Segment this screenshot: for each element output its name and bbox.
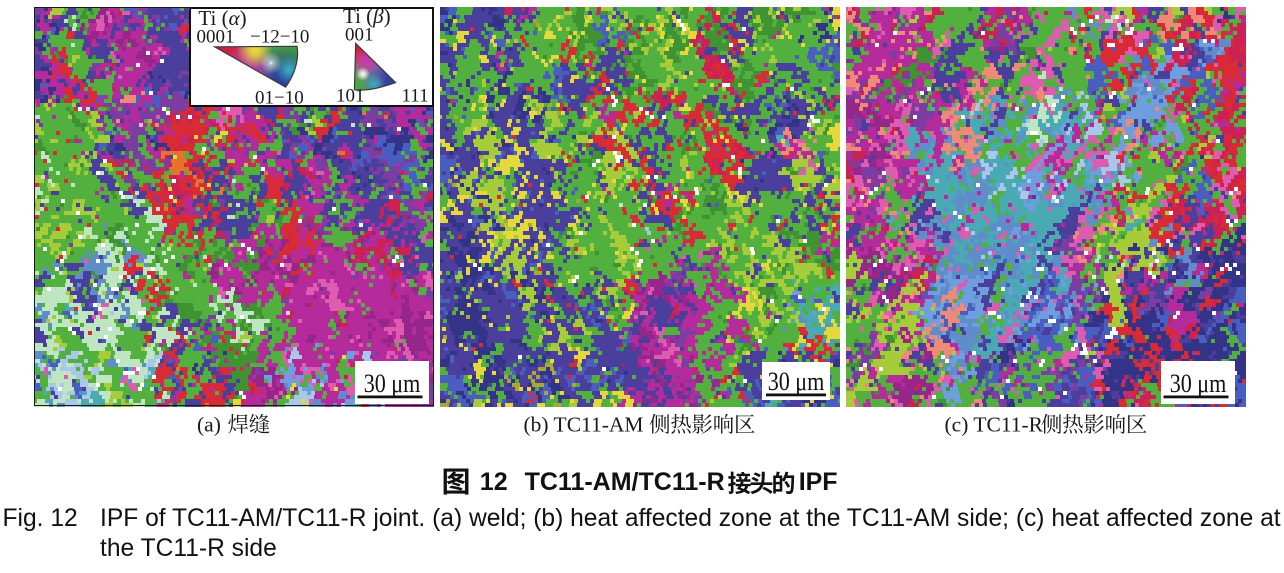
svg-text:−12−10: −12−10 <box>250 26 309 47</box>
svg-text:111: 111 <box>402 85 429 106</box>
svg-text:30 μm: 30 μm <box>1170 370 1227 398</box>
svg-text:101: 101 <box>336 85 365 106</box>
svg-text:(b) TC11-AM: (b) TC11-AM <box>524 413 644 437</box>
svg-text:Ti (β): Ti (β) <box>343 7 391 28</box>
svg-text:0001: 0001 <box>197 26 235 47</box>
svg-text:001: 001 <box>345 24 374 45</box>
svg-text:12: 12 <box>480 468 508 496</box>
svg-text:30 μm: 30 μm <box>768 368 825 396</box>
svg-text:(c) TC11-R: (c) TC11-R <box>945 413 1044 437</box>
svg-text:(a): (a) <box>197 413 221 437</box>
svg-text:01−10: 01−10 <box>255 87 304 107</box>
svg-text:Ti (α): Ti (α) <box>198 7 246 30</box>
svg-text:30 μm: 30 μm <box>364 370 421 398</box>
svg-text:IPF: IPF <box>799 468 838 496</box>
svg-text:TC11-AM/TC11-R: TC11-AM/TC11-R <box>525 468 725 496</box>
